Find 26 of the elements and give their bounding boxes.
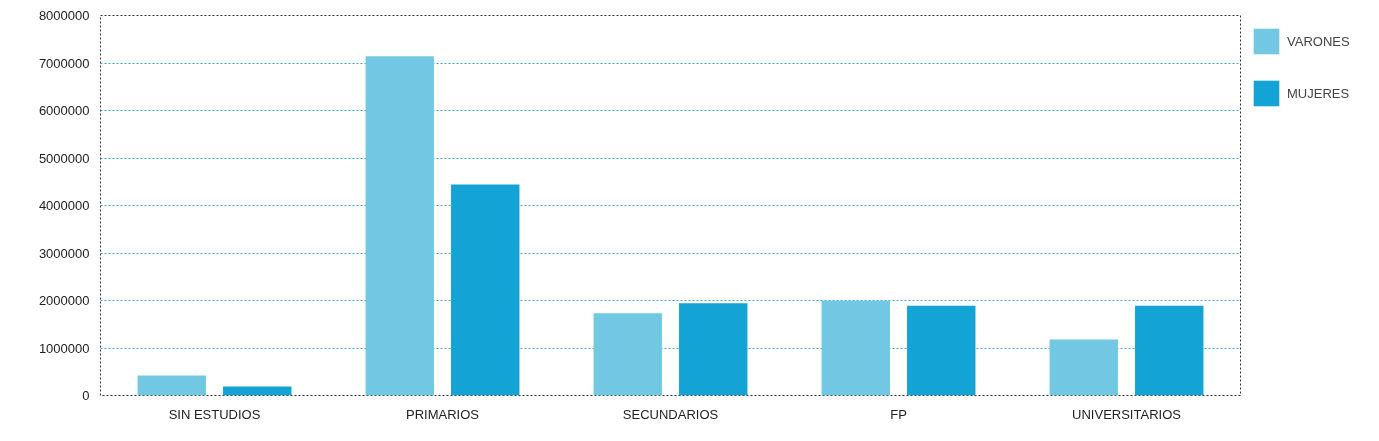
x-tick-label: SECUNDARIOS <box>622 406 719 422</box>
x-tick-label: PRIMARIOS <box>406 406 480 422</box>
bar <box>223 386 292 396</box>
legend-label: VARONES <box>1287 33 1350 49</box>
bar <box>907 305 976 396</box>
bar <box>679 303 748 396</box>
y-tick-label: 6000000 <box>38 103 90 118</box>
x-tick-label: FP <box>890 406 907 422</box>
legend-label: MUJERES <box>1287 85 1350 101</box>
bar <box>1049 339 1118 396</box>
y-tick-label: 4000000 <box>38 198 90 213</box>
y-tick-label: 0 <box>82 388 90 403</box>
bar <box>137 375 206 396</box>
bar <box>821 300 890 396</box>
bar <box>451 184 520 396</box>
x-tick-label: UNIVERSITARIOS <box>1072 406 1182 422</box>
y-tick-label: 3000000 <box>38 245 90 261</box>
y-tick-label: 7000000 <box>38 55 90 71</box>
bar <box>365 56 434 396</box>
y-tick-label: 8000000 <box>38 8 90 23</box>
bar <box>1135 305 1204 396</box>
bar <box>593 313 662 396</box>
y-tick-label: 5000000 <box>38 150 90 166</box>
x-tick-label: SIN ESTUDIOS <box>168 406 261 422</box>
y-tick-label: 1000000 <box>38 340 90 356</box>
y-tick-label: 2000000 <box>38 293 90 308</box>
